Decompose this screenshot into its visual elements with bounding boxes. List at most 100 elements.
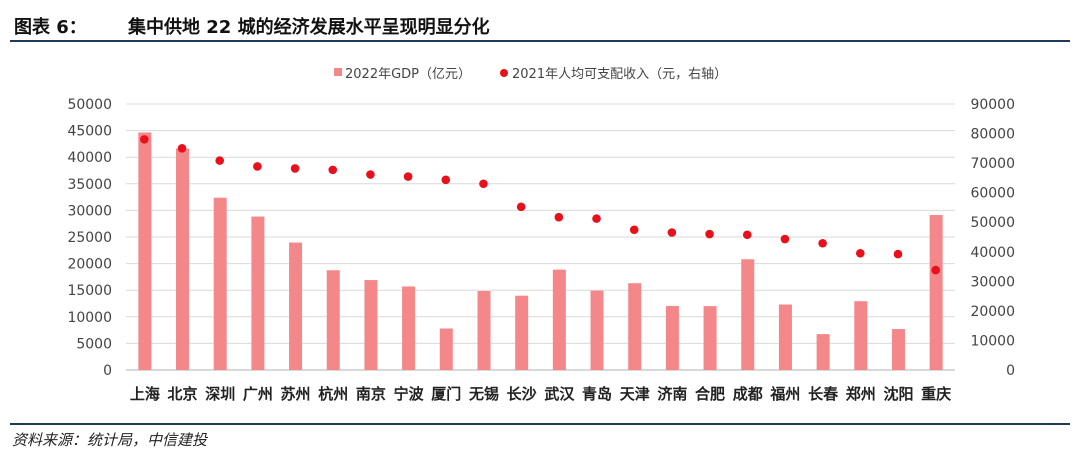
category-label: 武汉 xyxy=(544,385,575,403)
category-label: 长春 xyxy=(808,385,838,403)
bar-南京 xyxy=(364,280,378,370)
bar-成都 xyxy=(741,259,755,370)
category-label: 郑州 xyxy=(846,385,876,403)
left-axis-tick-label: 30000 xyxy=(67,203,112,219)
category-label: 福州 xyxy=(769,385,800,403)
right-axis-tick-label: 40000 xyxy=(970,245,1015,261)
legend-gdp-label: 2022年GDP（亿元） xyxy=(345,67,471,82)
right-axis-tick-label: 90000 xyxy=(970,97,1015,113)
category-label: 南京 xyxy=(356,385,386,403)
right-axis-tick-label: 10000 xyxy=(970,333,1015,349)
dot-成都 xyxy=(742,230,752,240)
income-dots xyxy=(140,135,940,275)
bar-无锡 xyxy=(477,290,491,370)
category-label: 宁波 xyxy=(394,385,425,403)
dot-广州 xyxy=(253,162,262,171)
legend-bar-swatch xyxy=(334,68,342,76)
dot-长沙 xyxy=(516,202,526,212)
category-label: 无锡 xyxy=(468,385,499,403)
dot-无锡 xyxy=(479,179,488,189)
right-axis-tick-label: 50000 xyxy=(970,215,1015,231)
category-label: 重庆 xyxy=(921,385,951,403)
dot-天津 xyxy=(629,225,639,235)
left-axis-tick-label: 10000 xyxy=(67,310,112,326)
bar-福州 xyxy=(778,304,792,370)
right-axis-tick-label: 70000 xyxy=(970,156,1015,172)
category-label: 深圳 xyxy=(205,385,235,403)
category-label: 长沙 xyxy=(507,385,537,403)
category-label: 苏州 xyxy=(281,385,311,403)
dot-南京 xyxy=(366,170,375,179)
dot-深圳 xyxy=(215,156,225,165)
right-axis-tick-label: 0 xyxy=(1006,363,1015,379)
bar-北京 xyxy=(176,148,190,370)
left-axis-tick-label: 35000 xyxy=(67,177,112,193)
bar-济南 xyxy=(665,306,679,370)
dot-合肥 xyxy=(705,229,714,239)
bar-长春 xyxy=(816,334,830,370)
bar-厦门 xyxy=(439,328,453,370)
dot-郑州 xyxy=(855,248,865,258)
title-bar: 图表 6： 集中供地 22 城的经济发展水平呈现明显分化 xyxy=(10,6,1070,42)
chart-title: 集中供地 22 城的经济发展水平呈现明显分化 xyxy=(128,17,490,38)
dot-北京 xyxy=(177,144,187,153)
right-axis-tick-label: 20000 xyxy=(970,304,1015,320)
category-label: 上海 xyxy=(130,385,160,403)
dot-杭州 xyxy=(328,165,338,175)
dot-重庆 xyxy=(931,265,940,275)
right-axis-tick-label: 30000 xyxy=(970,274,1015,290)
category-label: 沈阳 xyxy=(883,385,913,403)
legend-income-label: 2021年人均可支配收入（元，右轴） xyxy=(512,67,727,82)
category-label: 合肥 xyxy=(694,385,725,403)
bar-天津 xyxy=(628,283,642,370)
left-axis-tick-label: 50000 xyxy=(67,97,112,113)
category-label: 厦门 xyxy=(431,385,461,403)
dot-宁波 xyxy=(403,172,413,181)
dot-青岛 xyxy=(592,214,601,223)
dot-沈阳 xyxy=(893,249,903,259)
bar-深圳 xyxy=(213,197,227,370)
right-axis-tick-label: 60000 xyxy=(970,186,1015,202)
gridlines xyxy=(126,103,955,371)
dot-武汉 xyxy=(554,212,564,222)
footer-divider xyxy=(10,423,1070,425)
dot-苏州 xyxy=(290,164,300,173)
source-note: 资料来源：统计局，中信建投 xyxy=(12,431,208,449)
gdp-bars xyxy=(138,132,943,370)
category-label: 青岛 xyxy=(582,385,612,403)
left-axis-tick-label: 0 xyxy=(103,363,112,379)
category-label: 杭州 xyxy=(318,385,348,403)
left-axis-tick-label: 25000 xyxy=(67,230,112,246)
dot-济南 xyxy=(667,228,677,237)
dot-福州 xyxy=(780,234,790,244)
legend-dot-swatch xyxy=(500,69,508,77)
left-axis-tick-label: 15000 xyxy=(67,283,112,299)
bar-广州 xyxy=(251,216,265,370)
left-y-axis: 0 5000 10000 15000 20000 25000 30000 35000 40000… xyxy=(67,97,112,379)
bar-宁波 xyxy=(402,286,416,370)
left-axis-tick-label: 20000 xyxy=(67,257,112,273)
figure-label: 图表 6： xyxy=(14,17,87,38)
category-label: 天津 xyxy=(620,385,650,403)
bar-武汉 xyxy=(552,269,566,370)
bar-沈阳 xyxy=(891,329,905,370)
left-axis-tick-label: 5000 xyxy=(76,336,112,352)
bar-青岛 xyxy=(590,290,604,370)
bar-长沙 xyxy=(515,295,529,370)
dot-上海 xyxy=(140,135,149,144)
right-y-axis: 0 10000 20000 30000 40000 50000 60000 70000 8000… xyxy=(970,97,1015,379)
category-label: 北京 xyxy=(168,385,198,403)
category-label: 济南 xyxy=(657,385,687,403)
bar-上海 xyxy=(138,132,152,370)
dot-厦门 xyxy=(441,175,451,185)
left-axis-tick-label: 40000 xyxy=(67,150,112,166)
bar-杭州 xyxy=(326,270,340,370)
bar-重庆 xyxy=(929,215,943,370)
right-axis-tick-label: 80000 xyxy=(970,127,1015,143)
bar-苏州 xyxy=(289,242,303,370)
bar-合肥 xyxy=(703,306,717,370)
x-axis-categories: 上海 北京 深圳 广州 苏州 杭州 南京 宁波 厦门 无锡 长沙 武汉 青岛 天津 济南 合肥 成都 福州 长春 郑州… xyxy=(130,385,951,403)
category-label: 广州 xyxy=(243,385,273,403)
left-axis-tick-label: 45000 xyxy=(67,124,112,140)
